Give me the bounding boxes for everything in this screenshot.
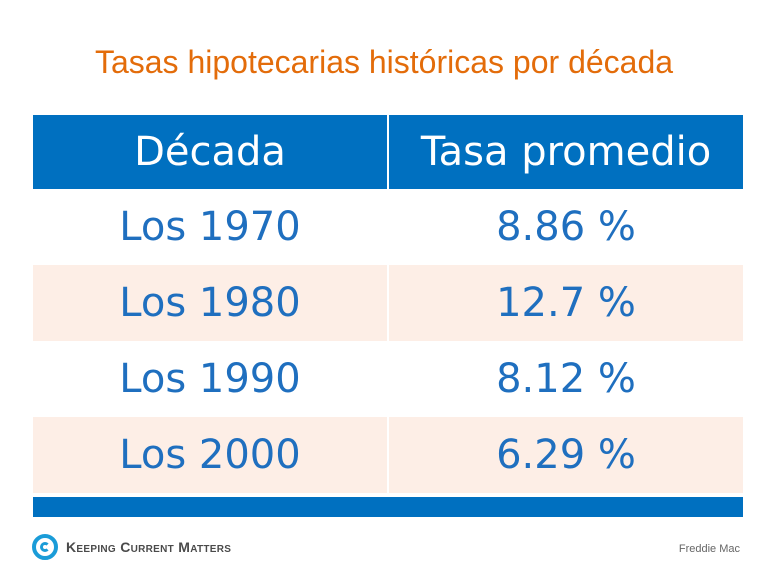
table-header-row: Década Tasa promedio bbox=[33, 115, 743, 189]
cell-decade: Los 1990 bbox=[119, 356, 301, 402]
table-row: Los 1980 12.7 % bbox=[33, 265, 743, 341]
cell-decade: Los 1970 bbox=[119, 204, 301, 250]
cell-decade: Los 2000 bbox=[33, 417, 388, 493]
brand-logo-text: Keeping Current Matters bbox=[66, 539, 232, 555]
cell-rate: 8.86 % bbox=[387, 189, 743, 265]
table-row: Los 1970 8.86 % bbox=[33, 189, 743, 265]
cell-rate: 12.7 % bbox=[387, 265, 743, 341]
brand-logo: Keeping Current Matters bbox=[32, 532, 231, 562]
table-footer-bar bbox=[33, 497, 743, 517]
table-row: Los 1990 8.12 % bbox=[33, 341, 743, 417]
cell-rate: 8.12 % bbox=[387, 341, 743, 417]
source-label: Freddie Mac bbox=[678, 543, 740, 555]
cell-rate: 6.29 % bbox=[387, 417, 743, 493]
table-row: Los 2000 6.29 % bbox=[33, 417, 743, 493]
cell-decade: Los 1980 bbox=[33, 265, 388, 341]
header-average-rate: Tasa promedio bbox=[387, 115, 743, 189]
header-decade: Década bbox=[33, 115, 388, 189]
kcm-logo-icon bbox=[32, 534, 58, 560]
chart-title: Tasas hipotecarias históricas por década bbox=[94, 44, 674, 80]
rates-table: Década Tasa promedio Los 1970 8.86 % Los… bbox=[33, 115, 743, 493]
